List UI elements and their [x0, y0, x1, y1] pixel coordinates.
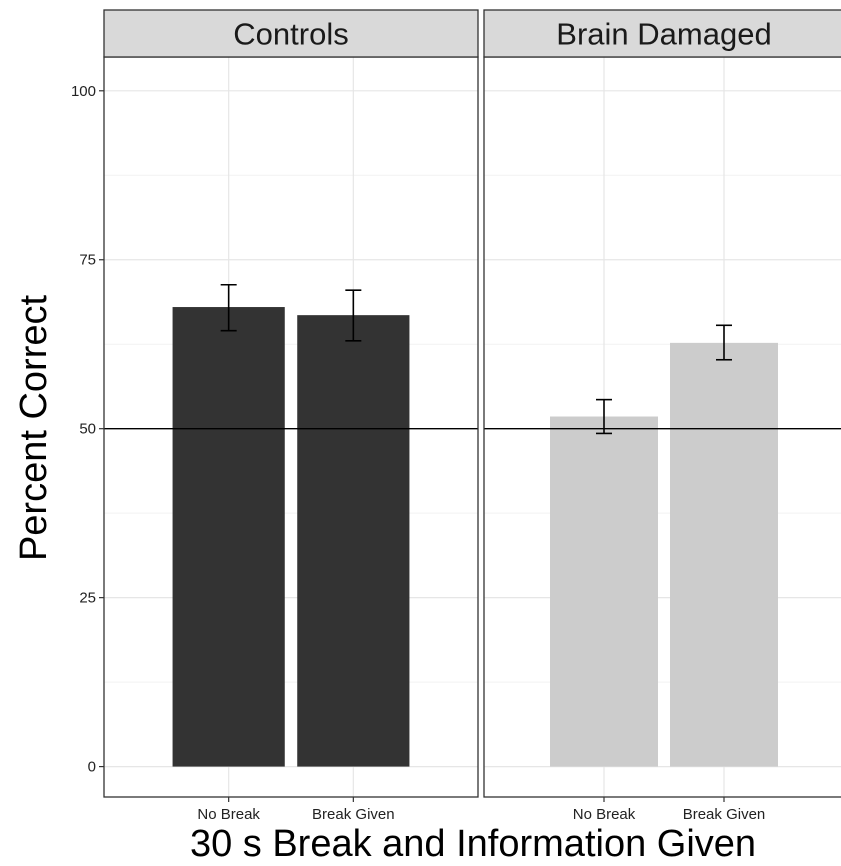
- panel-1: Brain Damaged No Break Break Given: [483, 9, 841, 823]
- y-tick-label: 25: [79, 590, 96, 607]
- x-tick-label: Break Given: [312, 806, 395, 823]
- y-tick-label: 0: [88, 759, 96, 776]
- x-axis-title: 30 s Break and Information Given: [190, 823, 756, 865]
- strip-background: [483, 9, 841, 58]
- x-tick-label: No Break: [197, 806, 260, 823]
- x-tick-label: Break Given: [683, 806, 766, 823]
- bar: [172, 307, 285, 767]
- y-tick-label: 75: [79, 252, 96, 269]
- x-tick-label: No Break: [573, 806, 636, 823]
- bar: [297, 315, 410, 767]
- panel-border: [483, 56, 841, 798]
- y-tick-label: 100: [71, 83, 96, 100]
- y-tick-label: 50: [79, 421, 96, 438]
- strip-label: Controls: [233, 17, 348, 52]
- y-axis: 0 25 50 75 100: [71, 83, 104, 776]
- y-axis-title: Percent Correct: [13, 295, 55, 562]
- strip-background: [103, 9, 479, 58]
- bar: [550, 416, 658, 767]
- strip-label: Brain Damaged: [556, 17, 771, 52]
- panel-border: [103, 56, 479, 798]
- bar: [670, 342, 778, 767]
- panel-0: Controls No Break Break Given: [103, 9, 479, 823]
